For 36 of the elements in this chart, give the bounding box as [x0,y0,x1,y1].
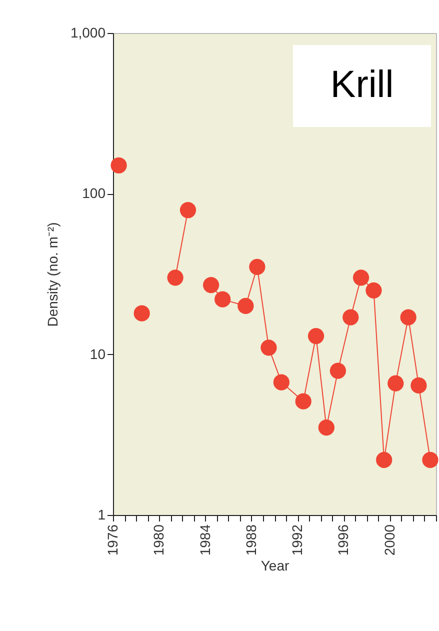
point [110,157,127,174]
y-tick-label: 1,000 [70,24,106,40]
point [342,309,359,326]
point [260,340,277,356]
annotation: Krill [330,64,394,106]
point [249,258,266,275]
point [330,362,346,379]
point [352,270,370,286]
point [422,452,438,468]
y-tick-label: 1 [98,506,106,522]
x-tick-label: 1992 [289,524,306,556]
x-tick-label: 1996 [335,524,352,556]
point [376,452,392,468]
y-tick-label: 100 [82,185,106,202]
x-tick-label: 1976 [104,524,120,556]
point [318,420,334,436]
x-tick-label: 1984 [196,524,213,556]
point [202,276,220,294]
x-tick-label: 1988 [242,524,259,556]
x-axis-title: Year [260,558,290,574]
point [180,202,196,218]
point [134,305,150,322]
x-tick-label: 1980 [150,524,167,556]
x-tick-label: 2000 [381,524,398,556]
point [214,291,231,308]
y-tick-label: 10 [90,346,106,362]
point [238,298,254,314]
point [410,377,427,394]
point [167,270,184,286]
point [295,393,312,410]
point [400,309,416,326]
point [273,374,290,390]
point [308,328,324,344]
point [388,375,404,392]
y-axis-title: Density (no. m⁻²) [44,222,60,327]
point [366,282,382,298]
